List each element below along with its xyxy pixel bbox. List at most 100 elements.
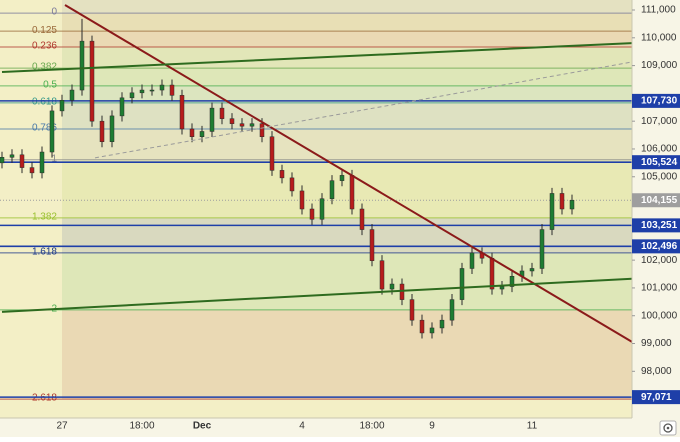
candle-body [109,115,115,142]
y-tick-label: 101,000 [641,283,678,294]
x-tick-label: 18:00 [359,421,384,432]
candle-body [449,299,455,321]
fib-band [62,13,632,32]
fib-band [62,252,632,310]
levels: 0 0.125 0.236 0.382 0.5 0.618 0.786 1 1.382 1.618… [0,7,632,404]
candle-body [339,175,345,181]
price-tag-label: 102,496 [641,241,678,252]
y-tick-label: 98,000 [641,366,672,377]
y-tick-label: 105,000 [641,171,678,182]
candle-body [569,199,575,210]
candle-body [49,110,55,153]
fib-band [62,217,632,253]
time-axis [0,418,632,437]
x-tick-label: 18:00 [129,421,154,432]
candle-body [29,167,35,174]
fib-band [62,0,632,14]
axis-labels: 111,000 110,000 109,000 107,000 106,000 105,0… [56,5,680,432]
plot-background [0,0,632,418]
candle-body [329,180,335,199]
fib-label: 2.618 [32,393,57,404]
fib-band [62,68,632,86]
fib-bands [62,0,632,400]
candle-body [469,252,475,269]
y-tick-label: 102,000 [641,255,678,266]
candle-body [249,123,255,127]
candle-body [539,229,545,269]
fib-label: 0.125 [32,25,57,36]
fib-label: 0.5 [43,80,57,91]
candle-body [149,89,155,92]
candle-body [349,175,355,210]
y-tick-label: 107,000 [641,116,678,127]
candle-body [229,118,235,124]
fib-band [62,85,632,103]
candle-body [299,190,305,210]
y-tick-label: 106,000 [641,144,678,155]
candle-body [79,40,85,91]
candle-body [199,131,205,137]
candle-body [439,319,445,329]
x-tick-label: 4 [299,421,305,432]
candle-body [459,268,465,300]
y-tick-label: 100,000 [641,310,678,321]
fib-label: 0.236 [32,41,57,52]
candle-body [559,193,565,210]
candle-body [0,157,5,164]
candle-body [239,123,245,127]
candle-body [279,170,285,179]
settings-button[interactable] [659,420,677,436]
x-tick-label: Dec [193,421,212,432]
candle-body [359,208,365,230]
fib-label: 0 [51,7,57,18]
candle-body [419,319,425,334]
candle-body [509,276,515,287]
y-tick-label: 111,000 [641,5,676,16]
candle-body [119,97,125,117]
candle-body [289,177,295,192]
candle-body [169,84,175,96]
candle-body [429,327,435,334]
candle-body [379,260,385,290]
candles [0,18,575,339]
candle-body [219,107,225,119]
candle-body [39,151,45,174]
price-tag-label: 105,524 [641,157,678,168]
x-tick-label: 11 [527,421,538,432]
candle-body [89,40,95,122]
fib-band [62,128,632,160]
candle-body [319,198,325,220]
x-tick-label: 27 [56,421,68,432]
candle-body [179,95,185,130]
trendline [1,42,633,73]
trendline [1,277,633,313]
price-tag-label: 97,071 [641,392,672,403]
candle-body [389,283,395,290]
price-tag-label: 107,730 [641,96,678,107]
candle-body [159,84,165,91]
candle-body [209,107,215,132]
fib-band [62,159,632,218]
candle-body [549,193,555,230]
candle-body [19,154,25,168]
candle-body [409,299,415,321]
trendline [64,4,633,343]
candle-body [139,89,145,94]
candle-body [269,136,275,171]
fib-band [62,102,632,129]
fib-band [62,309,632,400]
trendlines [1,4,633,343]
y-tick-label: 109,000 [641,60,678,71]
fib-label: 0.618 [32,96,57,107]
fib-label: 0.786 [32,123,57,134]
y-tick-label: 110,000 [641,32,677,43]
candle-body [69,89,75,101]
candle-body [309,208,315,220]
candle-body [9,154,15,158]
candle-body [129,92,135,99]
candle-body [499,286,505,290]
price-tag [632,239,680,254]
candle-body [489,257,495,290]
fib-label: 1.618 [32,247,57,258]
